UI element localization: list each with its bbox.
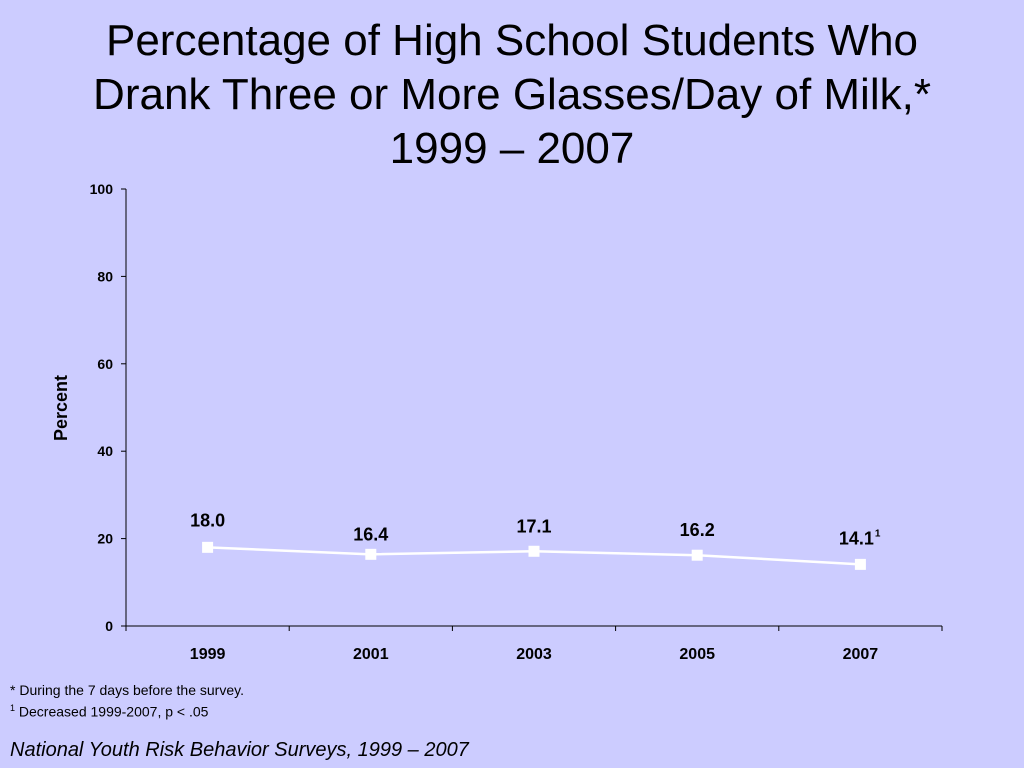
data-point-marker <box>854 558 866 570</box>
footnote-one: 1 Decreased 1999-2007, p < .05 <box>10 703 208 720</box>
data-label: 17.1 <box>516 516 551 536</box>
chart-title-line-3: 1999 – 2007 <box>389 124 635 173</box>
source-note: National Youth Risk Behavior Surveys, 19… <box>10 739 469 761</box>
y-tick-label: 100 <box>90 181 114 197</box>
data-point-marker <box>202 541 214 553</box>
data-label: 18.0 <box>190 510 225 530</box>
y-tick-label: 0 <box>105 618 113 634</box>
chart-title-line-2: Drank Three or More Glasses/Day of Milk,… <box>93 70 931 119</box>
footnote-one-text: Decreased 1999-2007, p < .05 <box>18 703 209 720</box>
y-tick-label: 60 <box>97 356 113 372</box>
y-axis-label: Percent <box>51 375 71 441</box>
y-tick-label: 40 <box>97 443 113 459</box>
data-label: 16.2 <box>680 520 715 540</box>
x-tick-label: 2003 <box>516 646 552 663</box>
x-tick-label: 1999 <box>190 646 226 663</box>
data-label-superscript: 1 <box>875 528 881 539</box>
y-tick-label: 20 <box>97 531 113 547</box>
x-tick-label: 2001 <box>353 646 389 663</box>
data-label: 16.4 <box>353 524 388 544</box>
footnote-asterisk: * During the 7 days before the survey. <box>10 682 244 698</box>
x-tick-label: 2007 <box>843 646 879 663</box>
chart-title-line-1: Percentage of High School Students Who <box>105 16 919 65</box>
data-point-marker <box>365 548 377 560</box>
footnote-one-marker: 1 <box>10 703 16 713</box>
chart-title: Percentage of High School Students Who D… <box>30 14 994 176</box>
data-label: 14.1 <box>839 528 874 548</box>
y-tick-label: 80 <box>97 268 113 284</box>
data-point-marker <box>528 545 540 557</box>
data-point-marker <box>691 549 703 561</box>
x-tick-label: 2005 <box>679 646 715 663</box>
